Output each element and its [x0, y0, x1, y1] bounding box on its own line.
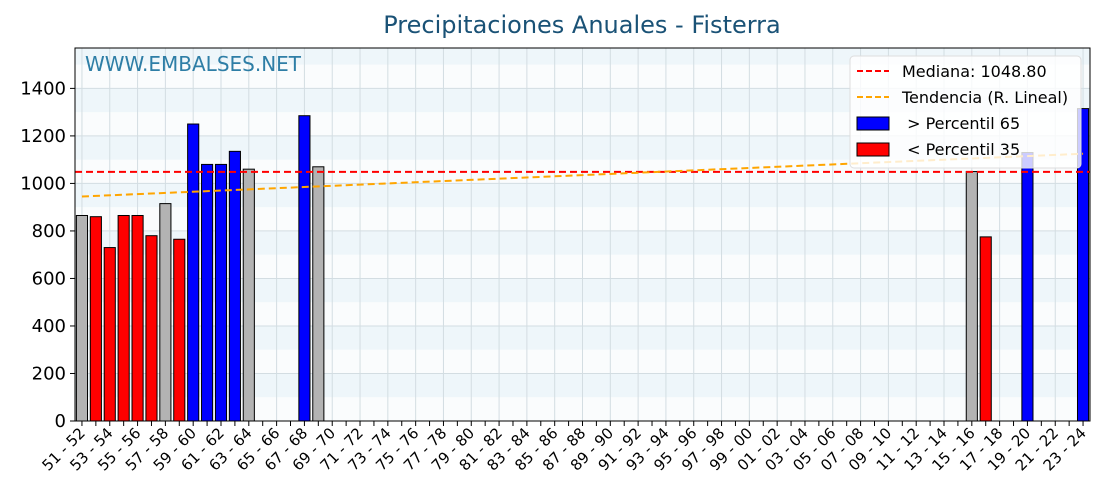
bar-15-16	[965, 171, 978, 422]
bar-19-20	[1021, 152, 1034, 422]
bar-53-54	[103, 247, 116, 422]
bar-57-58	[159, 203, 172, 422]
y-axis: 0 200 400 600 800 1000 1200 1400	[20, 78, 75, 432]
legend-high-swatch	[856, 116, 890, 131]
bar-16-17	[979, 236, 992, 422]
bar-61-62	[214, 163, 228, 422]
bar-68-69	[312, 166, 325, 422]
legend-low-label: < Percentil 35	[902, 140, 1020, 159]
bar-58-59	[173, 238, 186, 422]
bar-56-57	[145, 235, 158, 422]
y-tick-label: 200	[32, 363, 66, 384]
y-tick-label: 400	[32, 316, 66, 337]
bar-55-56	[131, 214, 144, 422]
y-tick-label: 600	[32, 268, 66, 289]
bar-60-61	[201, 163, 214, 422]
reference-lines	[75, 152, 1090, 198]
y-tick-label: 1200	[20, 126, 66, 147]
bar-51-52	[75, 214, 89, 422]
y-tick-label: 1000	[20, 173, 66, 194]
bar-67-68	[298, 115, 311, 422]
bar-52-53	[89, 216, 102, 422]
legend-median-label: Mediana: 1048.80	[902, 62, 1047, 81]
bar-63-64	[242, 168, 255, 422]
bar-62-63	[228, 150, 241, 422]
y-tick-label: 0	[55, 411, 66, 432]
bar-54-55	[117, 214, 130, 422]
y-tick-label: 800	[32, 221, 66, 242]
y-tick-label: 1400	[20, 78, 66, 99]
legend-trend-label: Tendencia (R. Lineal)	[901, 88, 1068, 107]
legend-low-swatch	[856, 142, 890, 157]
watermark: WWW.EMBALSES.NET	[85, 52, 302, 76]
chart-title: Precipitaciones Anuales - Fisterra	[383, 11, 781, 39]
legend-box	[849, 55, 1082, 169]
trend-line	[81, 152, 1084, 198]
bar-59-60	[187, 123, 200, 422]
legend-high-label: > Percentil 65	[902, 114, 1020, 133]
legend: Mediana: 1048.80 Tendencia (R. Lineal) >…	[849, 55, 1082, 169]
